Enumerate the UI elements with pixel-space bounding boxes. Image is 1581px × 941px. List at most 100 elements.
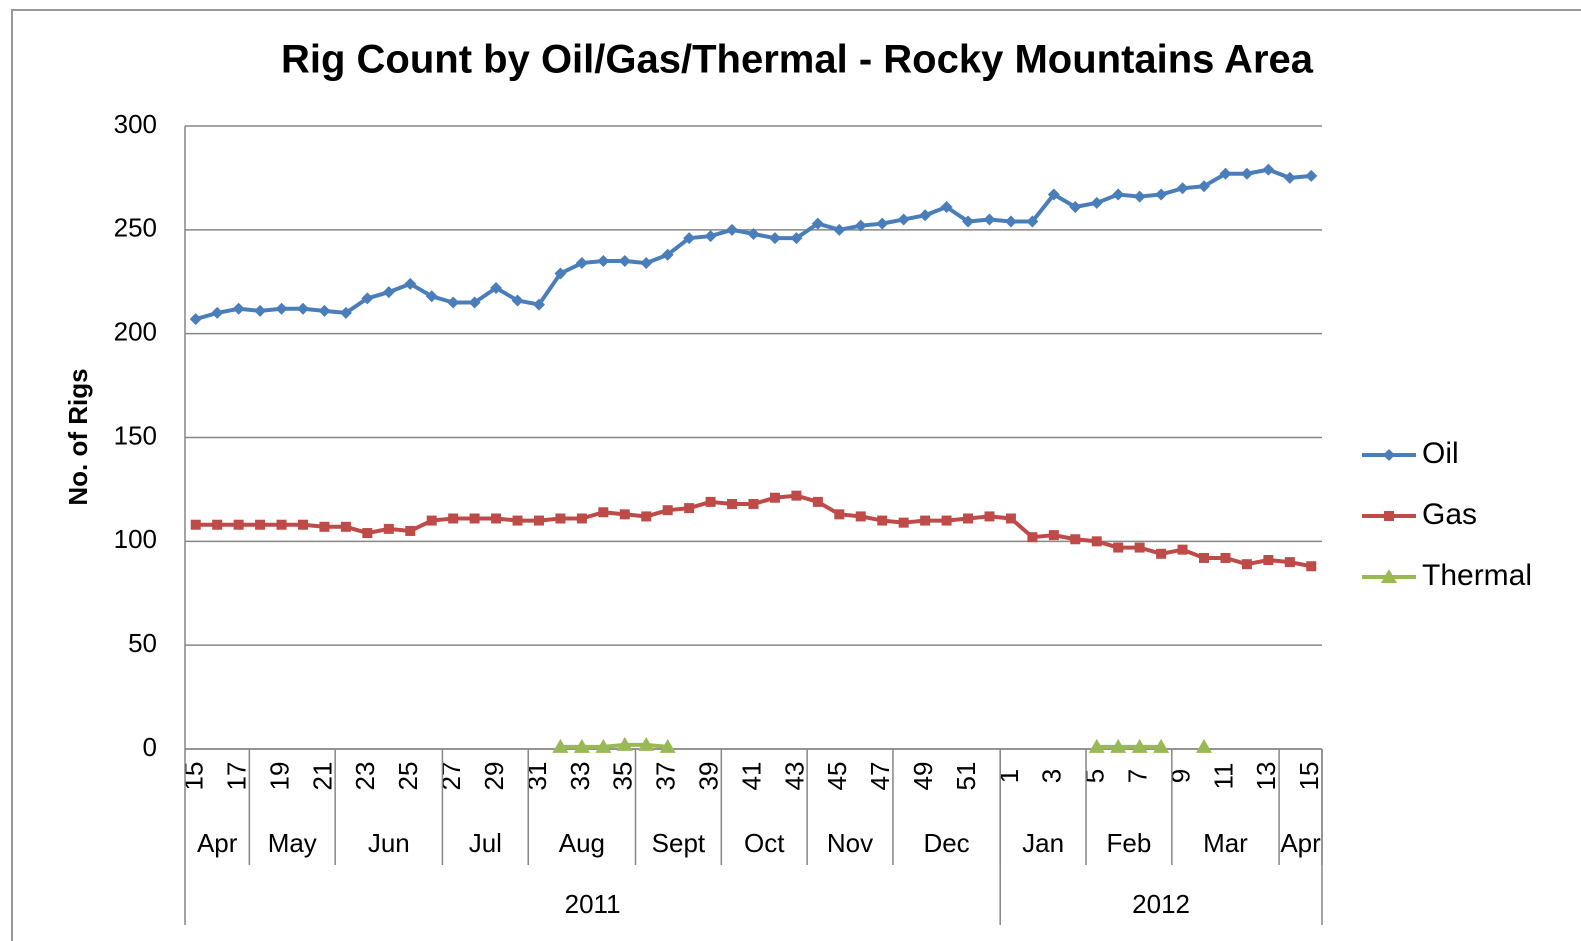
- point: [963, 513, 974, 524]
- point: [1220, 552, 1231, 563]
- x-tick-label: 41: [736, 762, 766, 791]
- point: [791, 490, 802, 501]
- point: [1027, 532, 1038, 543]
- point: [554, 267, 567, 280]
- point: [812, 496, 823, 507]
- point: [212, 519, 223, 530]
- month-label: Jul: [469, 828, 502, 858]
- frame: [11, 9, 1581, 941]
- x-tick-label: 23: [350, 762, 380, 791]
- x-tick-label: 39: [693, 762, 723, 791]
- x-tick-label: 31: [522, 762, 552, 791]
- month-label: May: [268, 828, 317, 858]
- month-label: Feb: [1107, 828, 1152, 858]
- legend-label: Thermal: [1422, 559, 1532, 592]
- x-tick-label: 15: [1294, 762, 1324, 791]
- point: [834, 509, 845, 520]
- point: [727, 498, 738, 509]
- point: [340, 521, 351, 532]
- x-tick-label: 3: [1037, 769, 1067, 783]
- point: [940, 200, 953, 213]
- point: [897, 213, 910, 226]
- point: [573, 738, 590, 753]
- point: [661, 248, 674, 261]
- point: [1070, 534, 1081, 545]
- year-label: 2012: [1132, 889, 1190, 919]
- x-tick-label: 33: [565, 762, 595, 791]
- point: [619, 509, 630, 520]
- point: [1004, 215, 1017, 228]
- point: [662, 505, 673, 516]
- x-tick-label: 45: [822, 762, 852, 791]
- month-label: Nov: [827, 828, 873, 858]
- point: [854, 219, 867, 232]
- point: [920, 515, 931, 526]
- legend-label: Oil: [1422, 437, 1459, 470]
- point: [833, 223, 846, 236]
- point: [1198, 180, 1211, 193]
- point: [597, 254, 610, 267]
- point: [1284, 557, 1295, 568]
- point: [769, 492, 780, 503]
- point: [512, 515, 523, 526]
- point: [405, 525, 416, 536]
- point: [1176, 182, 1189, 195]
- y-axis-label: No. of Rigs: [63, 368, 93, 505]
- point: [1005, 513, 1016, 524]
- point: [490, 281, 503, 294]
- point: [426, 515, 437, 526]
- month-label: Mar: [1203, 828, 1248, 858]
- chart-title: Rig Count by Oil/Gas/Thermal - Rocky Mou…: [281, 38, 1314, 82]
- point: [468, 296, 481, 309]
- x-tick-label: 49: [908, 762, 938, 791]
- point: [575, 257, 588, 270]
- point: [1177, 544, 1188, 555]
- point: [747, 227, 760, 240]
- point: [1240, 167, 1253, 180]
- point: [1110, 738, 1127, 753]
- month-label: Dec: [923, 828, 969, 858]
- point: [576, 513, 587, 524]
- point: [361, 292, 374, 305]
- point: [855, 511, 866, 522]
- point: [1241, 559, 1252, 570]
- point: [382, 286, 395, 299]
- point: [1088, 738, 1105, 753]
- point: [362, 528, 373, 539]
- point: [1262, 163, 1275, 176]
- point: [790, 232, 803, 245]
- point: [448, 513, 459, 524]
- x-tick-label: 35: [608, 762, 638, 791]
- x-tick-label: 9: [1165, 769, 1195, 783]
- legend-marker: [1384, 511, 1394, 521]
- point: [1113, 542, 1124, 553]
- month-label: Aug: [559, 828, 605, 858]
- point: [232, 302, 245, 315]
- point: [768, 232, 781, 245]
- y-tick-label: 0: [143, 732, 157, 762]
- x-tick-label: 17: [222, 762, 252, 791]
- y-tick-label: 250: [114, 213, 157, 243]
- x-tick-label: 19: [264, 762, 294, 791]
- point: [898, 517, 909, 528]
- point: [1133, 190, 1146, 203]
- point: [190, 519, 201, 530]
- point: [511, 294, 524, 307]
- point: [532, 298, 545, 311]
- point: [726, 223, 739, 236]
- point: [552, 738, 569, 753]
- point: [211, 306, 224, 319]
- point: [704, 230, 717, 243]
- point: [1219, 167, 1232, 180]
- point: [1263, 555, 1274, 566]
- point: [447, 296, 460, 309]
- point: [425, 290, 438, 303]
- point: [684, 503, 695, 514]
- point: [598, 507, 609, 518]
- point: [1026, 215, 1039, 228]
- point: [616, 736, 633, 751]
- point: [919, 209, 932, 222]
- point: [1155, 188, 1168, 201]
- point: [189, 313, 202, 326]
